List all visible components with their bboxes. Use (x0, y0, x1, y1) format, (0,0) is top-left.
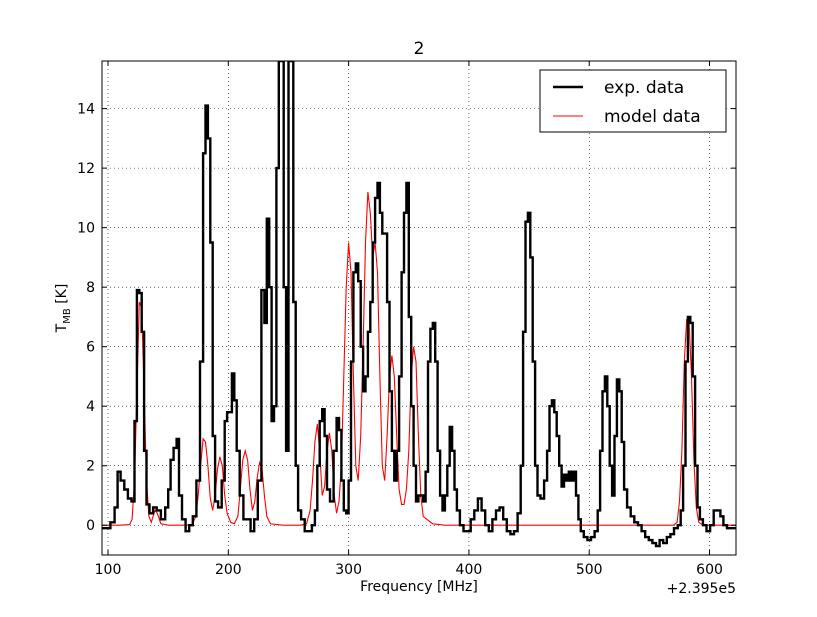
legend-box (539, 69, 727, 133)
y-axis-label-main: T (54, 323, 70, 333)
series-line-model-data (102, 191, 736, 526)
x-tick-label: 200 (215, 562, 242, 578)
x-axis-label: Frequency [MHz] (360, 579, 478, 595)
y-axis-label: TMB [K] (54, 284, 73, 334)
y-tick-label: 6 (86, 340, 95, 356)
y-tick-label: 14 (77, 102, 95, 118)
x-tick-label: 600 (696, 562, 723, 578)
legend-label-model: model data (604, 107, 701, 127)
series-line-exp-data (102, 61, 736, 548)
plot-frame (101, 60, 737, 556)
x-tick-label: 400 (456, 562, 483, 578)
y-tick-label: 8 (86, 280, 95, 296)
data-series-layer (102, 61, 736, 548)
y-axis-label-subscript: MB (62, 308, 73, 324)
y-tick-label: 10 (77, 221, 95, 237)
ticks: 100 200 300 400 500 600 0 2 4 6 8 10 12 14 (77, 61, 736, 578)
y-tick-label: 2 (86, 459, 95, 475)
y-tick-label: 4 (86, 399, 95, 415)
x-tick-label: 100 (95, 562, 122, 578)
y-axis-label-unit: [K] (54, 284, 70, 309)
legend-label-exp: exp. data (604, 78, 684, 98)
x-tick-label: 300 (335, 562, 362, 578)
chart-title: 2 (414, 39, 425, 59)
x-axis-offset-text: +2.395e5 (667, 581, 736, 597)
y-tick-label: 0 (86, 518, 95, 534)
y-tick-label: 12 (77, 161, 95, 177)
legend: exp. data model data (539, 69, 727, 133)
x-tick-label: 500 (576, 562, 603, 578)
